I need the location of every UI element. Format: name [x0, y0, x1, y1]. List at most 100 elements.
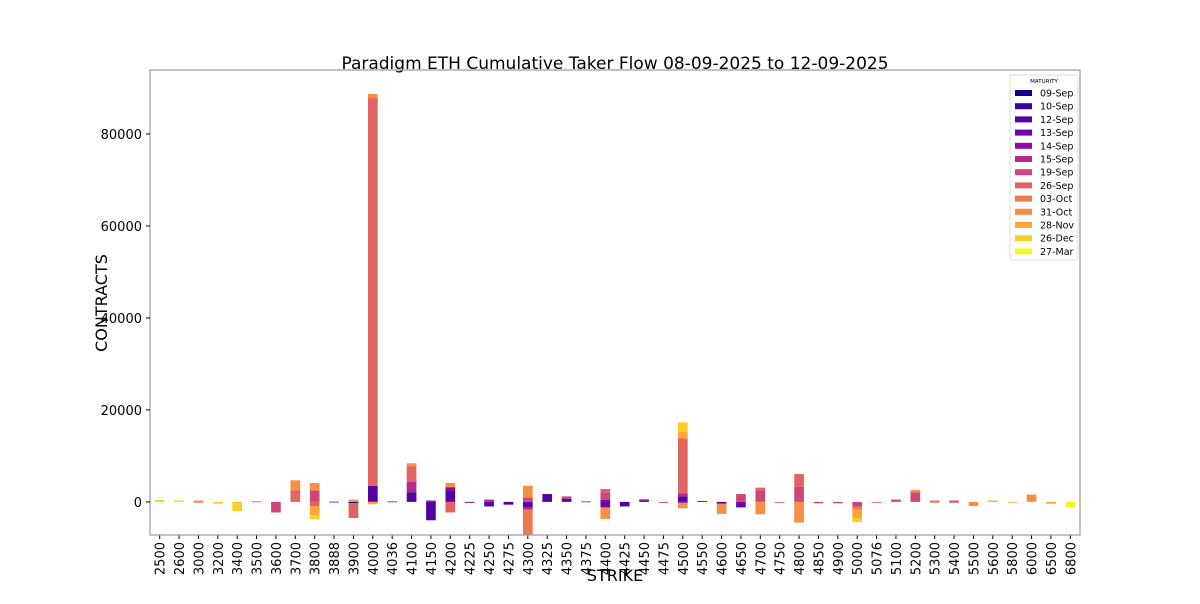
x-tick-label: 4250 — [483, 542, 498, 575]
bar-segment-4250-12-Sep — [484, 501, 494, 507]
bar-segment-4500-15-Sep — [677, 493, 688, 497]
x-tick-label: 4800 — [793, 542, 808, 575]
bar-segment-4150-12-Sep — [426, 501, 436, 521]
bar-segment-3800-31-Oct — [309, 483, 320, 491]
x-tick-label: 4275 — [502, 542, 517, 575]
x-tick-label: 5200 — [909, 542, 924, 575]
legend-label: 14-Sep — [1040, 141, 1073, 152]
bar-segment-4000-31-Oct — [367, 93, 378, 99]
x-tick-label: 4225 — [464, 542, 479, 575]
x-tick-label: 5300 — [929, 542, 944, 575]
x-tick-label: 3000 — [192, 542, 207, 575]
bar-segment-5400-19-Sep — [949, 500, 959, 502]
bar-segment-3000-26-Sep — [193, 501, 204, 503]
x-tick-label: 4200 — [444, 542, 459, 575]
y-axis-label: CONTRACTS — [92, 254, 111, 352]
bar-segment-4000-28-Nov — [367, 501, 378, 505]
x-tick-label: 3200 — [212, 542, 227, 575]
bar-segment-4500-12-Sep — [677, 496, 688, 502]
bar-segment-3700-26-Sep — [290, 490, 301, 502]
bar-segment-4500-26-Sep — [677, 438, 688, 494]
bar-segment-4425-12-Sep — [619, 501, 630, 507]
bar-segment-4350-12-Sep — [561, 498, 572, 502]
bar-segment-3900-09-Sep — [348, 501, 359, 504]
bar-segment-4600-12-Sep — [716, 501, 727, 504]
axes-group: 2500 2600 3000 3200 3400 3500 3600 3700 3800 3888… — [101, 69, 1081, 575]
bar-segment-4300-15-Sep — [522, 507, 533, 510]
bar-segment-5500-31-Oct — [968, 501, 979, 507]
x-tick-label: 5600 — [987, 542, 1002, 575]
bar-segment-4325-12-Sep — [542, 494, 553, 502]
bar-segment-3600-19-Sep — [271, 501, 281, 513]
bar-segment-5000-19-Sep — [852, 501, 863, 507]
legend-swatch — [1015, 90, 1032, 96]
bar-segment-5000-28-Nov — [852, 509, 863, 518]
x-tick-label: 3600 — [270, 542, 285, 575]
bar-segment-5076-19-Sep — [871, 501, 882, 503]
bar-segment-2500-26-Dec — [154, 500, 165, 502]
bar-segment-4800-26-Sep — [794, 474, 804, 487]
x-tick-label: 4600 — [716, 542, 731, 575]
legend: MATURITY 09-Sep 10-Sep 12-Sep 13-Sep 14-Sep 15… — [1009, 74, 1079, 261]
x-tick-label: 4000 — [367, 542, 382, 575]
bar-segment-4225-12-Sep — [464, 501, 475, 503]
bar-segment-5000-03-Oct — [852, 506, 863, 510]
x-tick-label: 4300 — [522, 542, 537, 575]
x-tick-label: 4425 — [619, 542, 634, 575]
bar-segment-3800-28-Nov — [309, 506, 320, 516]
bar-segment-4400-31-Oct — [600, 507, 611, 519]
bar-segment-5100-19-Sep — [891, 499, 901, 502]
chart-title: Paradigm ETH Cumulative Taker Flow 08-09… — [341, 54, 888, 74]
legend-label: 26-Sep — [1040, 181, 1073, 192]
bar-segment-4200-12-Sep — [445, 490, 456, 502]
bar-segment-4400-13-Sep — [600, 501, 611, 508]
bar-segment-4250-15-Sep — [484, 499, 494, 502]
bar-segment-4200-26-Sep — [445, 501, 456, 513]
x-tick-label: 4550 — [696, 542, 711, 575]
legend-swatch — [1015, 129, 1032, 136]
bar-segment-4400-26-Sep — [600, 489, 611, 493]
bar-segment-4200-31-Oct — [445, 483, 456, 488]
bar-segment-4600-31-Oct — [716, 503, 727, 514]
x-tick-label: 4650 — [735, 542, 750, 575]
x-tick-label: 5800 — [1006, 542, 1021, 575]
legend-swatch — [1015, 169, 1032, 176]
x-tick-label: 5500 — [967, 542, 982, 575]
bar-segment-4300-03-Oct — [522, 509, 533, 535]
bar-segment-3800-19-Sep — [309, 490, 320, 502]
legend-swatch — [1015, 248, 1032, 255]
x-tick-label: 4850 — [812, 542, 827, 575]
bar-segment-4700-19-Sep — [755, 490, 766, 502]
x-tick-label: 6000 — [1026, 542, 1041, 575]
bar-segment-4100-26-Sep — [406, 466, 417, 482]
y-tick-label: 0 — [134, 496, 142, 511]
bar-segment-4500-26-Dec — [677, 422, 688, 432]
bar-segment-5200-19-Sep — [910, 492, 921, 502]
bar-segment-3200-26-Dec — [212, 501, 223, 504]
y-tick-label: 20000 — [101, 404, 142, 419]
bar-segment-4100-31-Oct — [406, 463, 417, 467]
bar-segment-3500-19-Sep — [251, 501, 262, 503]
plot-frame — [149, 69, 1081, 536]
bar-segment-3400-28-Nov — [232, 501, 243, 503]
bar-segment-5300-26-Sep — [929, 500, 940, 502]
bar-segment-4750-26-Sep — [774, 501, 785, 503]
legend-label: 26-Dec — [1040, 234, 1074, 245]
x-axis-label: STRIKE — [587, 566, 643, 585]
x-tick-label: 3888 — [328, 542, 343, 575]
bar-segment-3400-26-Dec — [232, 502, 243, 512]
x-tick-label: 3800 — [309, 542, 324, 575]
bar-segment-4450-12-Sep — [639, 500, 649, 502]
bar-segment-2600-26-Dec — [174, 500, 184, 502]
x-tick-label: 3700 — [289, 542, 304, 575]
bar-segment-6000-31-Oct — [1026, 494, 1037, 502]
bar-segment-5200-31-Oct — [910, 489, 921, 493]
legend-label: 03-Oct — [1040, 194, 1072, 205]
legend-swatch — [1015, 195, 1032, 202]
bar-segment-5800-28-Nov — [1007, 501, 1018, 503]
bar-segment-4275-12-Sep — [503, 501, 514, 505]
bar-segment-4200-14-Sep — [445, 487, 456, 491]
bar-segment-4036-14-Sep — [387, 501, 398, 503]
x-tick-label: 5076 — [871, 542, 886, 575]
legend-swatch — [1015, 156, 1032, 162]
